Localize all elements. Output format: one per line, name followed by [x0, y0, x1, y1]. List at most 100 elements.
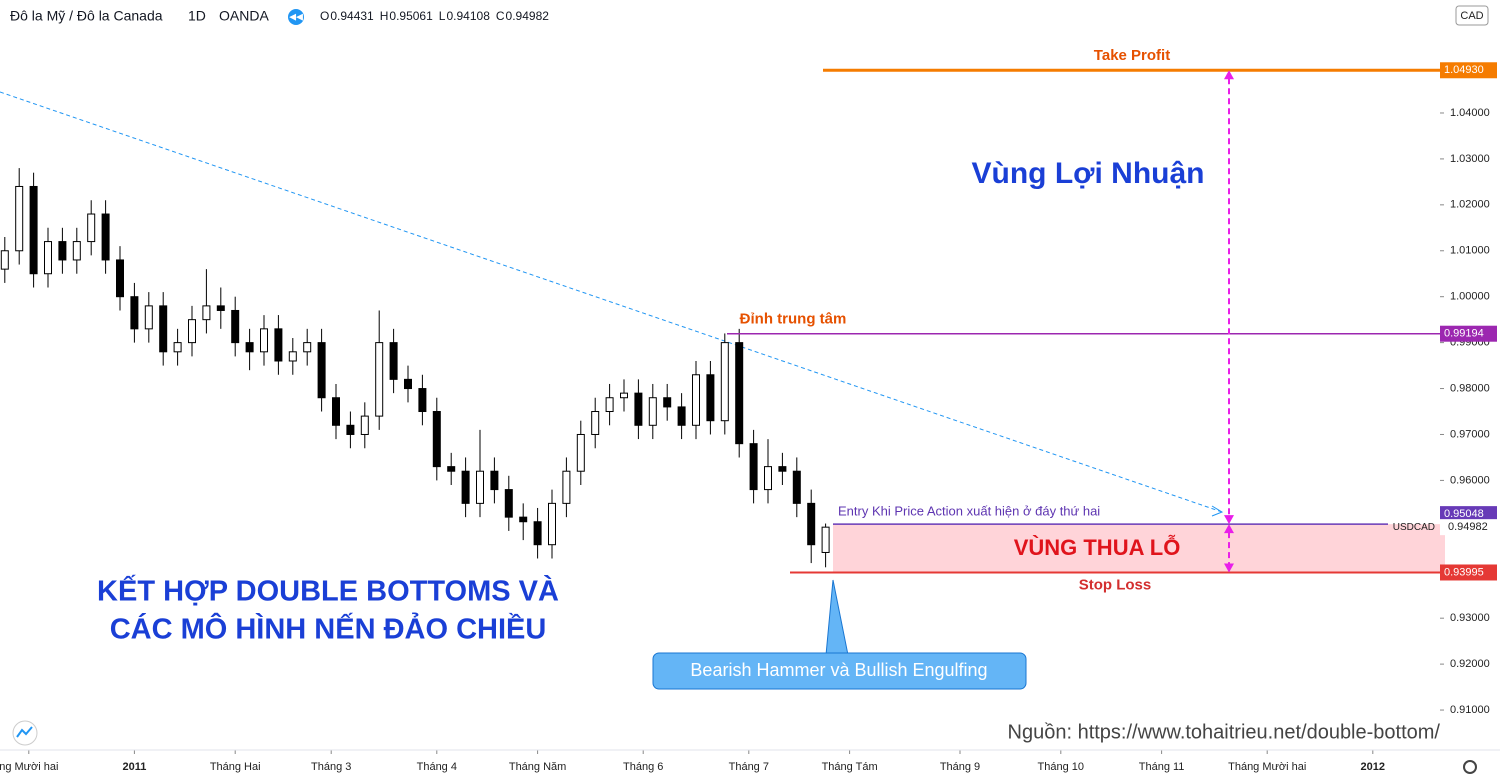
x-tick-label: 2011 — [122, 761, 146, 773]
candle-body — [29, 185, 38, 275]
candle-body — [764, 466, 772, 491]
level-name: Đỉnh trung tâm — [740, 311, 847, 328]
x-tick-label: Tháng 4 — [417, 761, 457, 773]
candle-body — [375, 342, 384, 417]
y-tick-label: 0.97000 — [1450, 428, 1490, 440]
x-tick-label: Tháng 3 — [311, 761, 351, 773]
x-tick-label: Tháng Mười hai — [1228, 761, 1306, 773]
ohlc: O 0.94431 H 0.95061 L 0.94108 C 0.94982 — [320, 9, 549, 23]
price-tag — [1440, 62, 1497, 79]
loss-zone — [833, 524, 1445, 573]
candle-body — [87, 213, 96, 243]
y-tick-label: 0.96000 — [1450, 474, 1490, 486]
candle-body — [159, 305, 168, 353]
candle-body — [692, 374, 700, 426]
plot — [0, 68, 1445, 754]
x-tick-label: Tháng 11 — [1139, 761, 1185, 773]
x-tick-label: Tháng Hai — [210, 761, 261, 773]
arrow-head — [1224, 524, 1234, 534]
arrow-head — [1224, 515, 1234, 525]
candle-body — [360, 415, 369, 435]
logo-icon — [16, 726, 33, 738]
candle-body — [807, 502, 816, 546]
headline: KẾT HỢP DOUBLE BOTTOMS VÀ — [97, 574, 559, 608]
collapse-icon: ◀◀ — [289, 11, 303, 21]
price-tag — [1440, 506, 1497, 523]
settings[interactable] — [1463, 760, 1477, 774]
level-name: Take Profit — [1094, 47, 1170, 64]
ohlc-value: 0.94108 — [446, 9, 490, 23]
candle-body — [173, 342, 182, 353]
candle-body — [44, 241, 52, 275]
callout-text: Bearish Hammer và Bullish Engulfing — [690, 660, 987, 680]
y-tick-label: 1.04000 — [1450, 107, 1490, 119]
price-tag-label: 0.93995 — [1444, 566, 1484, 578]
price-tag-label: 0.99194 — [1444, 328, 1484, 340]
candle-body — [562, 470, 571, 504]
candle-body — [821, 526, 830, 553]
candle-body — [792, 470, 801, 504]
candle-body — [389, 342, 398, 380]
candle-body — [202, 305, 211, 321]
price-tag-label: 1.04930 — [1444, 64, 1484, 76]
candle-body — [432, 411, 441, 468]
candle-body — [519, 516, 528, 523]
price-tag — [1440, 564, 1497, 581]
candle-body — [418, 388, 427, 413]
y-tick-label: 1.03000 — [1450, 153, 1490, 165]
symbol: Đô la Mỹ / Đô la Canada — [10, 8, 163, 24]
loss-zone-label: VÙNG THUA LỖ — [1014, 534, 1181, 560]
candle-body — [58, 241, 67, 261]
candle-body — [72, 241, 81, 261]
candle-body — [317, 342, 326, 399]
candle-body — [648, 397, 657, 426]
y-tick-label: 0.98000 — [1450, 382, 1490, 394]
candle-body — [0, 250, 9, 270]
candle-body — [15, 185, 24, 252]
y-tick-label: 1.02000 — [1450, 199, 1490, 211]
x-tick-label: 2012 — [1361, 761, 1385, 773]
candle-body — [605, 397, 614, 413]
x-tick-label: Tháng 9 — [940, 761, 980, 773]
currency-badge[interactable] — [1455, 5, 1489, 26]
ticker-label: USDCAD — [1393, 522, 1435, 533]
candle-body — [260, 328, 268, 353]
candle-body — [288, 351, 297, 362]
x-tick-label: Tháng 6 — [623, 761, 663, 773]
source: Nguồn: https://www.tohaitrieu.net/double… — [1008, 721, 1441, 743]
trend-arrow — [1211, 505, 1224, 517]
y-tick-label: 1.01000 — [1450, 245, 1490, 257]
callout-box — [652, 652, 1027, 690]
ohlc-letter: H — [380, 9, 389, 23]
collapse-button[interactable] — [288, 9, 304, 25]
ohlc-letter: C — [496, 9, 505, 23]
candle-body — [476, 470, 484, 504]
candle-body — [231, 309, 240, 344]
candle-body — [346, 424, 355, 435]
last-price-label: 0.94982 — [1448, 521, 1488, 533]
candle-body — [620, 392, 628, 399]
x-tick-label: Tháng Năm — [509, 761, 566, 773]
x-tick-label: Tháng 7 — [729, 761, 769, 773]
candle-body — [576, 433, 585, 472]
price-tag-label: 0.95048 — [1444, 508, 1484, 520]
arrow-head — [1224, 563, 1234, 573]
x-tick-label: Tháng Tám — [822, 761, 878, 773]
candle-body — [130, 296, 139, 330]
candle-body — [749, 443, 758, 491]
y-tick-label: 0.92000 — [1450, 658, 1490, 670]
last-price-tag — [1440, 519, 1497, 536]
x-tick-label: Tháng 10 — [1038, 761, 1084, 773]
candle-body — [274, 328, 283, 362]
candle-body — [663, 397, 672, 408]
ohlc-letter: L — [439, 9, 446, 23]
candle-body — [461, 470, 470, 504]
candle-body — [778, 466, 787, 472]
candle-body — [188, 319, 196, 344]
candle-body — [447, 466, 456, 472]
profit-zone-label: Vùng Lợi Nhuận — [972, 157, 1205, 190]
price-tag — [1440, 325, 1497, 342]
candle-body — [101, 213, 110, 261]
candle-body — [332, 397, 340, 426]
